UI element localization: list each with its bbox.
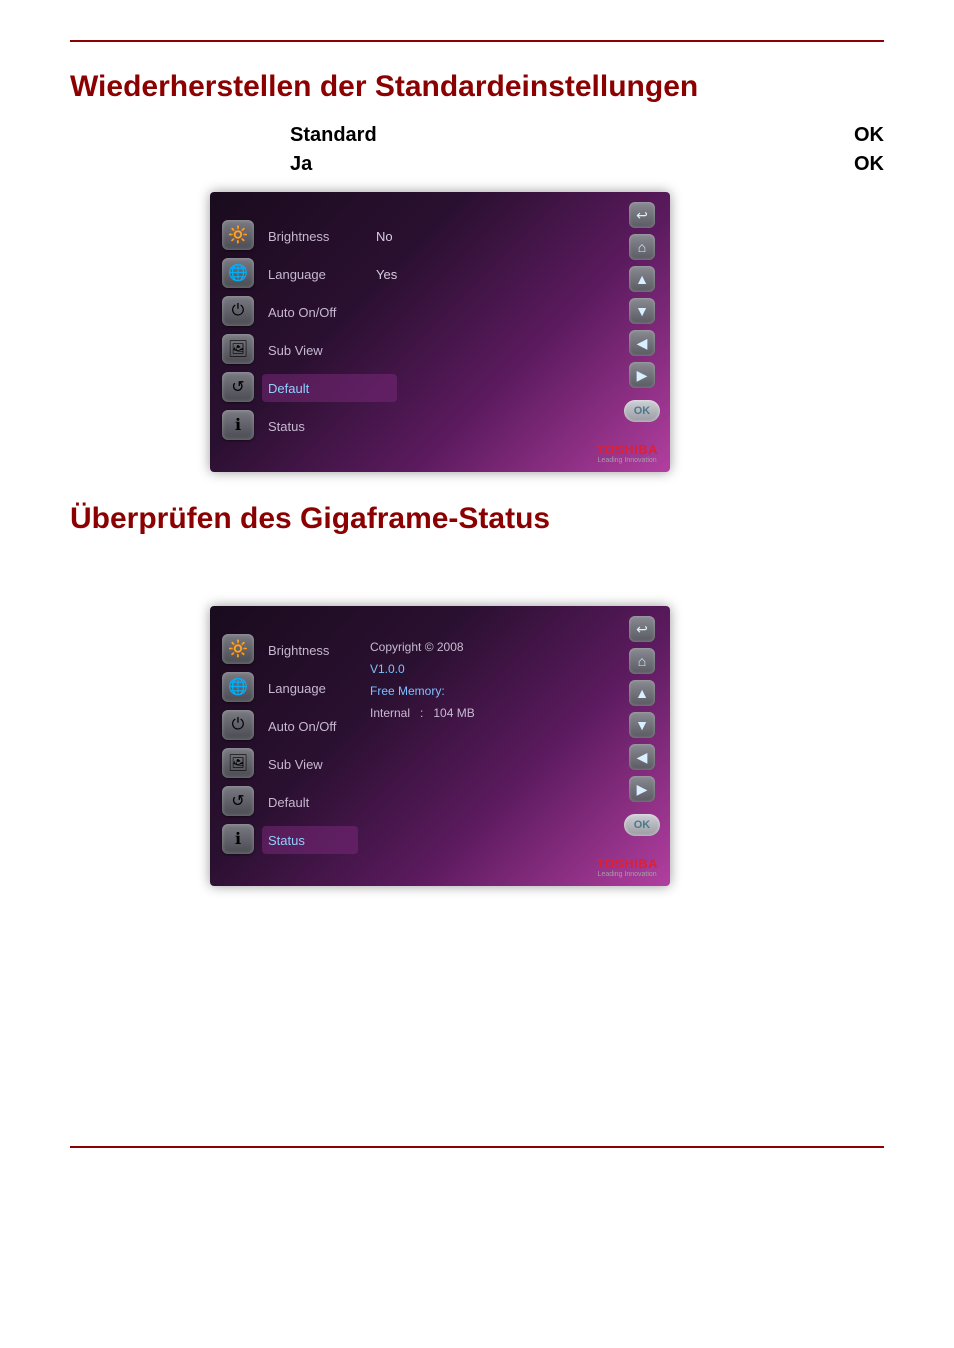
language-icon: 🌐 (222, 672, 254, 702)
language-icon: 🌐 (222, 258, 254, 288)
device-screenshot-1: 🔆 🌐 ⏻ 🖼 ↺ ℹ Brightness No Language Yes A… (210, 192, 670, 472)
ok-button[interactable]: OK (624, 814, 660, 836)
back-icon[interactable]: ↩ (629, 202, 655, 228)
document-page: Wiederherstellen der Standardeinstellung… (0, 0, 954, 1208)
device2-menu-default[interactable]: Default (268, 788, 358, 816)
section1-row1-col2: OK (854, 124, 884, 147)
menu-value: Yes (376, 267, 397, 282)
section1-row1-col1: Standard (290, 124, 377, 147)
home-icon[interactable]: ⌂ (629, 648, 655, 674)
device1-left-icons: 🔆 🌐 ⏻ 🖼 ↺ ℹ (222, 220, 254, 440)
brand-logo: TOSHIBA Leading Innovation (596, 856, 658, 878)
brightness-icon: 🔆 (222, 634, 254, 664)
section1-heading: Wiederherstellen der Standardeinstellung… (70, 70, 884, 104)
device2-menu-subview[interactable]: Sub View (268, 750, 358, 778)
brightness-icon: 🔆 (222, 220, 254, 250)
brand-name: TOSHIBA (596, 856, 658, 871)
ok-button[interactable]: OK (624, 400, 660, 422)
status-icon: ℹ (222, 824, 254, 854)
default-icon: ↺ (222, 372, 254, 402)
default-icon: ↺ (222, 786, 254, 816)
menu-label: Sub View (268, 757, 352, 772)
right-arrow-icon[interactable]: ▶ (629, 776, 655, 802)
brand-tagline: Leading Innovation (596, 457, 658, 464)
subview-icon: 🖼 (222, 334, 254, 364)
device2-menu: Brightness Language Auto On/Off Sub View… (268, 636, 358, 854)
up-arrow-icon[interactable]: ▲ (629, 266, 655, 292)
status-internal-label: Internal (370, 706, 410, 720)
menu-label: Status (268, 833, 352, 848)
device2-status-panel: Copyright © 2008 V1.0.0 Free Memory: Int… (370, 636, 475, 724)
menu-label: Language (268, 267, 352, 282)
status-icon: ℹ (222, 410, 254, 440)
section2-heading: Überprüfen des Gigaframe-Status (70, 502, 884, 536)
menu-label: Sub View (268, 343, 352, 358)
section1-row2-col2: OK (854, 153, 884, 176)
left-arrow-icon[interactable]: ◀ (629, 330, 655, 356)
device-screenshot-2: 🔆 🌐 ⏻ 🖼 ↺ ℹ Brightness Language Auto On/… (210, 606, 670, 886)
menu-label: Status (268, 419, 352, 434)
device1-menu-subview[interactable]: Sub View (268, 336, 397, 364)
power-icon: ⏻ (222, 296, 254, 326)
brand-tagline: Leading Innovation (596, 871, 658, 878)
left-arrow-icon[interactable]: ◀ (629, 744, 655, 770)
menu-label: Brightness (268, 229, 352, 244)
device2-menu-brightness[interactable]: Brightness (268, 636, 358, 664)
menu-value: No (376, 229, 393, 244)
up-arrow-icon[interactable]: ▲ (629, 680, 655, 706)
power-icon: ⏻ (222, 710, 254, 740)
status-copyright: Copyright © 2008 (370, 636, 475, 658)
menu-label: Language (268, 681, 352, 696)
brand-name: TOSHIBA (596, 442, 658, 457)
menu-label: Brightness (268, 643, 352, 658)
down-arrow-icon[interactable]: ▼ (629, 298, 655, 324)
down-arrow-icon[interactable]: ▼ (629, 712, 655, 738)
device2-menu-status[interactable]: Status (262, 826, 358, 854)
home-icon[interactable]: ⌂ (629, 234, 655, 260)
status-free-memory-label: Free Memory: (370, 680, 475, 702)
device1-menu-language[interactable]: Language Yes (268, 260, 397, 288)
brand-logo: TOSHIBA Leading Innovation (596, 442, 658, 464)
status-version: V1.0.0 (370, 658, 475, 680)
device2-menu-auto[interactable]: Auto On/Off (268, 712, 358, 740)
device1-menu-default[interactable]: Default (262, 374, 397, 402)
device1-right-nav: ↩ ⌂ ▲ ▼ ◀ ▶ OK (624, 202, 660, 422)
device2-right-nav: ↩ ⌂ ▲ ▼ ◀ ▶ OK (624, 616, 660, 836)
section1-row2: Ja OK (70, 153, 884, 176)
back-icon[interactable]: ↩ (629, 616, 655, 642)
section1-row1: Standard OK (70, 124, 884, 147)
status-internal-row: Internal : 104 MB (370, 702, 475, 724)
subview-icon: 🖼 (222, 748, 254, 778)
device1-menu-brightness[interactable]: Brightness No (268, 222, 397, 250)
device2-menu-language[interactable]: Language (268, 674, 358, 702)
device1-menu: Brightness No Language Yes Auto On/Off S… (268, 222, 397, 440)
status-internal-value: 104 MB (433, 706, 474, 720)
top-rule (70, 40, 884, 42)
menu-label: Default (268, 381, 352, 396)
section1-row2-col1: Ja (290, 153, 312, 176)
menu-label: Auto On/Off (268, 305, 352, 320)
right-arrow-icon[interactable]: ▶ (629, 362, 655, 388)
device2-left-icons: 🔆 🌐 ⏻ 🖼 ↺ ℹ (222, 634, 254, 854)
bottom-rule (70, 1146, 884, 1148)
device1-menu-auto[interactable]: Auto On/Off (268, 298, 397, 326)
menu-label: Auto On/Off (268, 719, 352, 734)
menu-label: Default (268, 795, 352, 810)
device1-menu-status[interactable]: Status (268, 412, 397, 440)
